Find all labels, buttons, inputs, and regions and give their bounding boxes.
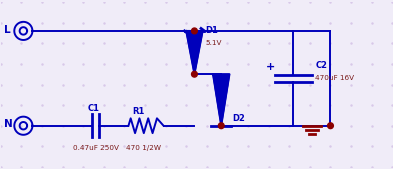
Text: C2: C2 xyxy=(315,61,327,70)
Text: D1: D1 xyxy=(206,26,219,35)
Circle shape xyxy=(191,71,197,77)
Text: 0.47uF 250V: 0.47uF 250V xyxy=(73,146,119,151)
Polygon shape xyxy=(186,31,203,74)
Text: +: + xyxy=(266,63,275,73)
Text: R1: R1 xyxy=(132,107,145,116)
Text: 470uF 16V: 470uF 16V xyxy=(315,75,354,81)
Circle shape xyxy=(191,28,197,34)
Text: N: N xyxy=(4,119,13,129)
Text: 470 1/2W: 470 1/2W xyxy=(127,146,162,151)
Text: 5.1V: 5.1V xyxy=(206,40,222,45)
Text: C1: C1 xyxy=(88,104,100,113)
Circle shape xyxy=(219,123,224,129)
Circle shape xyxy=(328,123,333,129)
Text: L: L xyxy=(4,25,11,35)
Text: D2: D2 xyxy=(232,114,245,123)
Polygon shape xyxy=(213,74,230,126)
